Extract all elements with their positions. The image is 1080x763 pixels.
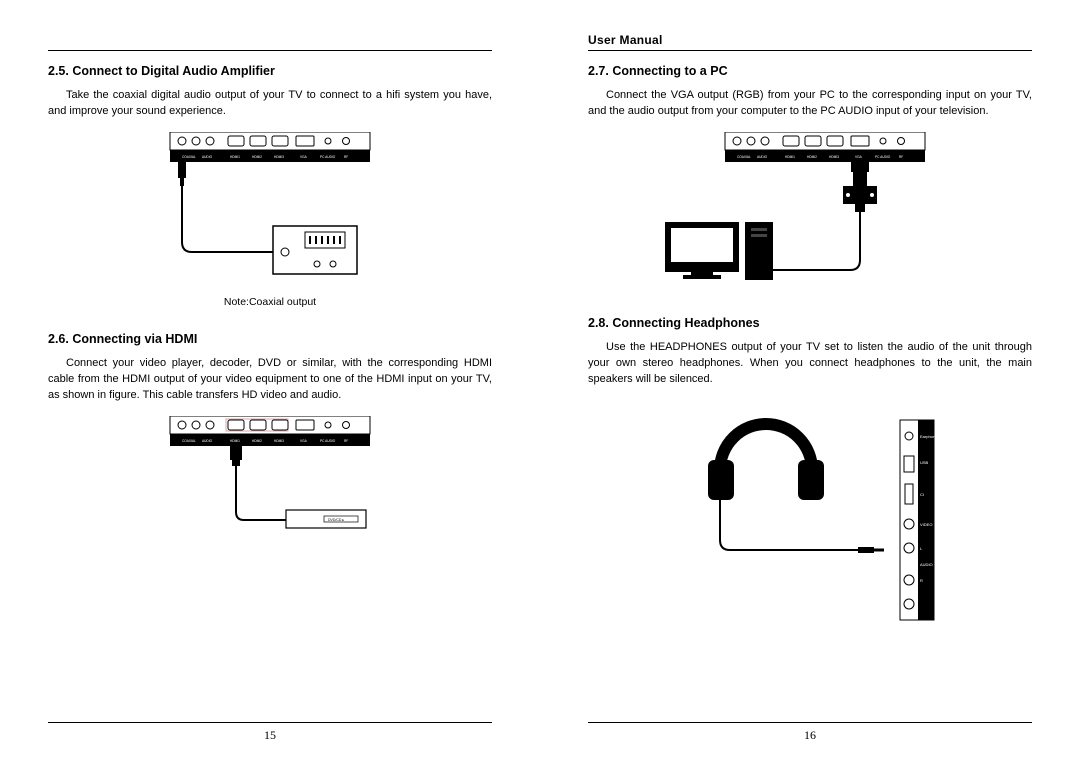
diagram-pc: COAXIAL AUDIO HDMI1 HDMI2 HDMI3 VGA PC A… [655, 132, 965, 292]
figure-pc: COAXIAL AUDIO HDMI1 HDMI2 HDMI3 VGA PC A… [588, 132, 1032, 292]
figure-hdmi: COAXIAL AUDIO HDMI1 HDMI2 HDMI3 VGA PC A… [48, 416, 492, 546]
svg-text:AUDIO: AUDIO [202, 155, 213, 159]
rule-top [48, 50, 492, 51]
svg-text:PC AUDIO: PC AUDIO [875, 155, 891, 159]
svg-text:AUDIO: AUDIO [757, 155, 768, 159]
caption-coaxial: Note:Coaxial output [224, 296, 316, 308]
heading-2-8: 2.8. Connecting Headphones [588, 316, 1032, 330]
svg-text:HDMI3: HDMI3 [274, 155, 284, 159]
body-2-5: Take the coaxial digital audio output of… [48, 88, 492, 120]
svg-text:USB: USB [920, 460, 929, 465]
page-number-right: 16 [588, 728, 1032, 743]
body-2-6: Connect your video player, decoder, DVD … [48, 356, 492, 404]
svg-text:VIDEO: VIDEO [920, 522, 932, 527]
svg-text:HDMI2: HDMI2 [252, 439, 262, 443]
svg-text:RF: RF [344, 439, 348, 443]
svg-text:HDMI1: HDMI1 [230, 155, 240, 159]
body-2-7: Connect the VGA output (RGB) from your P… [588, 88, 1032, 120]
body-2-8: Use the HEADPHONES output of your TV set… [588, 340, 1032, 388]
svg-text:HDMI2: HDMI2 [252, 155, 262, 159]
page-number-left: 15 [48, 728, 492, 743]
diagram-coaxial: COAXIAL AUDIO HDMI1 HDMI2 HDMI3 VGA PC A… [150, 132, 390, 292]
figure-headphones: Earphone USB CI VIDEO L AUDIO R [588, 400, 1032, 630]
svg-text:RF: RF [344, 155, 348, 159]
svg-text:HDMI1: HDMI1 [785, 155, 795, 159]
svg-text:HDMI3: HDMI3 [274, 439, 284, 443]
svg-text:COAXIAL: COAXIAL [182, 155, 196, 159]
svg-text:HDMI2: HDMI2 [807, 155, 817, 159]
svg-text:R: R [920, 578, 923, 583]
svg-text:COAXIAL: COAXIAL [182, 439, 196, 443]
rule-top-right [588, 50, 1032, 51]
svg-text:AUDIO: AUDIO [202, 439, 213, 443]
page-left: 2.5. Connect to Digital Audio Amplifier … [0, 0, 540, 763]
figure-coaxial: COAXIAL AUDIO HDMI1 HDMI2 HDMI3 VGA PC A… [48, 132, 492, 308]
svg-text:VGA: VGA [300, 155, 308, 159]
rule-bottom-right [588, 722, 1032, 723]
heading-2-6: 2.6. Connecting via HDMI [48, 332, 492, 346]
svg-text:RF: RF [899, 155, 903, 159]
heading-2-7: 2.7. Connecting to a PC [588, 64, 1032, 78]
rule-bottom-left [48, 722, 492, 723]
svg-text:AUDIO: AUDIO [920, 562, 933, 567]
heading-2-5: 2.5. Connect to Digital Audio Amplifier [48, 64, 492, 78]
svg-text:PC AUDIO: PC AUDIO [320, 439, 336, 443]
diagram-hdmi: COAXIAL AUDIO HDMI1 HDMI2 HDMI3 VGA PC A… [150, 416, 390, 546]
svg-text:HDMI3: HDMI3 [829, 155, 839, 159]
svg-text:DVD/CD ▸: DVD/CD ▸ [328, 518, 344, 522]
page-spread: 2.5. Connect to Digital Audio Amplifier … [0, 0, 1080, 763]
svg-text:VGA: VGA [300, 439, 308, 443]
svg-text:VGA: VGA [855, 155, 863, 159]
svg-text:HDMI1: HDMI1 [230, 439, 240, 443]
svg-text:CI: CI [920, 492, 924, 497]
page-right: User Manual 2.7. Connecting to a PC Conn… [540, 0, 1080, 763]
svg-text:PC AUDIO: PC AUDIO [320, 155, 336, 159]
svg-text:Earphone: Earphone [920, 434, 938, 439]
diagram-headphones: Earphone USB CI VIDEO L AUDIO R [660, 400, 960, 630]
svg-text:COAXIAL: COAXIAL [737, 155, 751, 159]
header-title: User Manual [588, 33, 663, 47]
